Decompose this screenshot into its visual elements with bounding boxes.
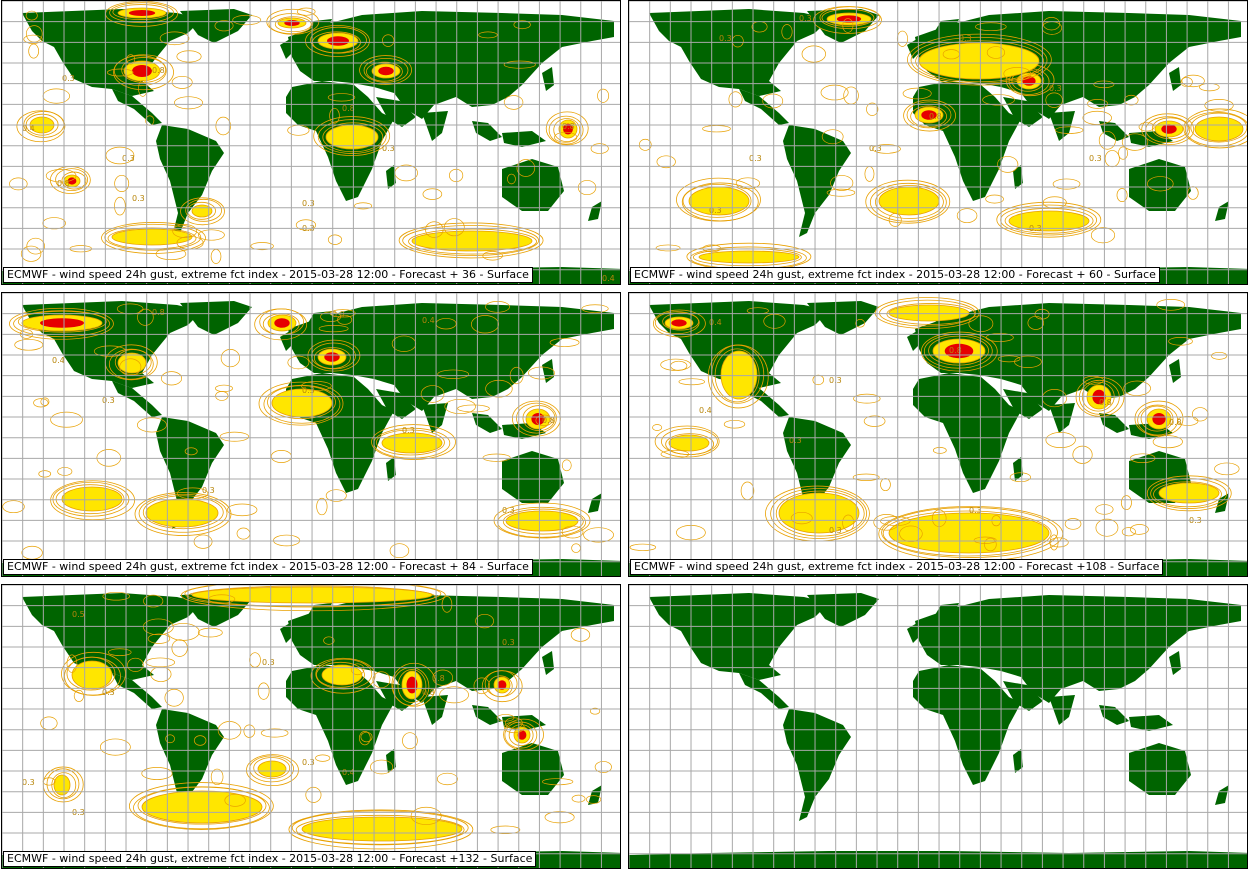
panel-caption-1: ECMWF - wind speed 24h gust, extreme fct…	[3, 267, 533, 283]
world-map-1: 0.30.40.80.30.80.30.30.80.30.80.30.4	[2, 1, 620, 284]
contour-label: 0.8	[332, 310, 345, 319]
contour-label: 0.3	[122, 154, 135, 163]
graticule-grid	[629, 1, 1247, 284]
graticule-grid	[629, 293, 1247, 576]
contour-label: 0.3	[709, 206, 722, 215]
gust-contours	[9, 1, 610, 264]
map-panel-3: 0.80.80.40.40.30.30.30.80.30.3 ECMWF - w…	[1, 292, 621, 577]
contour-label: 0.3	[789, 436, 802, 445]
contour-label: 0.3	[959, 34, 972, 43]
world-map-5: 0.50.80.30.30.40.80.30.30.30.3	[2, 585, 620, 868]
contour-label: 0.8	[422, 688, 435, 697]
gust-contours	[629, 297, 1240, 562]
graticule-grid	[2, 293, 620, 576]
contour-label: 0.3	[102, 688, 115, 697]
contour-label: 0.8	[152, 66, 165, 75]
contour-label: 0.8	[342, 104, 355, 113]
map-panel-2: 0.3 0.3 0.3 0.3 0.8 0.3 0.3 0.3 0.3 0.3 ECMWF - w…	[628, 0, 1248, 285]
graticule-grid	[2, 585, 620, 868]
contour-label: 0.3	[102, 396, 115, 405]
world-map-6	[629, 585, 1247, 868]
panel-caption-2: ECMWF - wind speed 24h gust, extreme fct…	[630, 267, 1160, 283]
contour-label: 0.3	[302, 386, 315, 395]
contour-label: 0.3	[1049, 84, 1062, 93]
contour-label: 0.8	[562, 122, 575, 131]
map-panel-6	[628, 584, 1248, 869]
map-panel-4: 0.40.30.40.80.30.80.30.30.80.3 ECMWF - w…	[628, 292, 1248, 577]
contour-label: 0.3	[502, 638, 515, 647]
contour-label: 0.8	[57, 179, 70, 188]
contour-label: 0.3	[749, 154, 762, 163]
contour-label: 0.3	[302, 199, 315, 208]
contour-label: 0.3	[719, 34, 732, 43]
contour-label: 0.8	[929, 112, 942, 121]
world-map-2: 0.30.30.30.30.80.30.3 0.30.30.3	[629, 1, 1247, 284]
contour-label: 0.3	[262, 658, 275, 667]
contour-label: 0.3	[402, 426, 415, 435]
map-panel-5: 0.5 0.8 0.3 0.3 0.4 0.8 0.3 0.3 0.3 0.3 ECMWF - w…	[1, 584, 621, 869]
contour-label: 0.4	[342, 768, 355, 777]
contour-label: 0.3	[132, 194, 145, 203]
gust-contours	[40, 585, 612, 850]
contour-label: 0.3	[799, 14, 812, 23]
contour-label: 0.4	[52, 356, 65, 365]
contour-label: 0.3	[969, 506, 982, 515]
world-map-4: 0.40.30.40.80.30.80.30.30.80.3	[629, 293, 1247, 576]
panel-caption-4: ECMWF - wind speed 24h gust, extreme fct…	[630, 559, 1164, 575]
panel-caption-5: ECMWF - wind speed 24h gust, extreme fct…	[3, 851, 537, 867]
contour-label: 0.3	[382, 144, 395, 153]
contour-label: 0.4	[709, 318, 722, 327]
contour-label: 0.3	[1089, 154, 1102, 163]
contour-label: 0.8	[432, 674, 445, 683]
map-panel-1: 0.3 0.4 0.8 0.3 0.8 0.3 0.3 0.8 0.3 0.8 0.3 0.4 ECM…	[1, 0, 621, 285]
land-masses	[629, 593, 1247, 868]
contour-label: 0.4	[699, 406, 712, 415]
panel-caption-3: ECMWF - wind speed 24h gust, extreme fct…	[3, 559, 533, 575]
contour-label: 0.3	[502, 506, 515, 515]
contour-label: 0.8	[542, 416, 555, 425]
contour-label: 0.5	[72, 610, 85, 619]
contour-label: 0.3	[869, 144, 882, 153]
graticule-grid	[629, 585, 1247, 868]
contour-label: 0.4	[602, 274, 615, 283]
contour-label: 0.4	[22, 124, 35, 133]
contour-label: 0.3	[62, 74, 75, 83]
contour-label: 0.3	[22, 778, 35, 787]
contour-label: 0.8	[1099, 398, 1112, 407]
contour-label: 0.8	[152, 308, 165, 317]
contour-label: 0.8	[1169, 418, 1182, 427]
world-map-3: 0.80.80.40.40.30.30.30.80.30.3	[2, 293, 620, 576]
contour-label: 0.4	[422, 316, 435, 325]
graticule-grid	[2, 1, 620, 284]
contour-label: 0.8	[949, 346, 962, 355]
contour-label: 0.3	[302, 758, 315, 767]
